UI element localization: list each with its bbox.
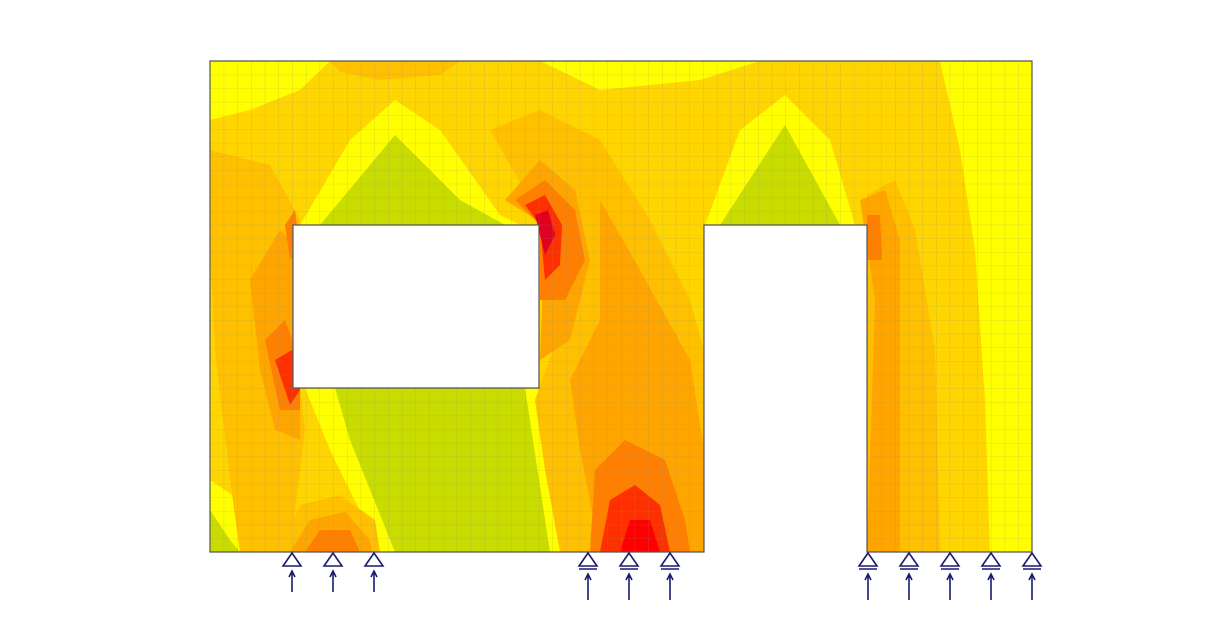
supports	[281, 551, 1043, 600]
wall-outline	[209, 60, 1033, 553]
contour-field	[210, 61, 1032, 552]
support-group-left	[281, 551, 385, 592]
support-group-right	[857, 551, 1043, 600]
mesh-grid	[210, 61, 1032, 552]
support-group-middle	[577, 551, 681, 600]
